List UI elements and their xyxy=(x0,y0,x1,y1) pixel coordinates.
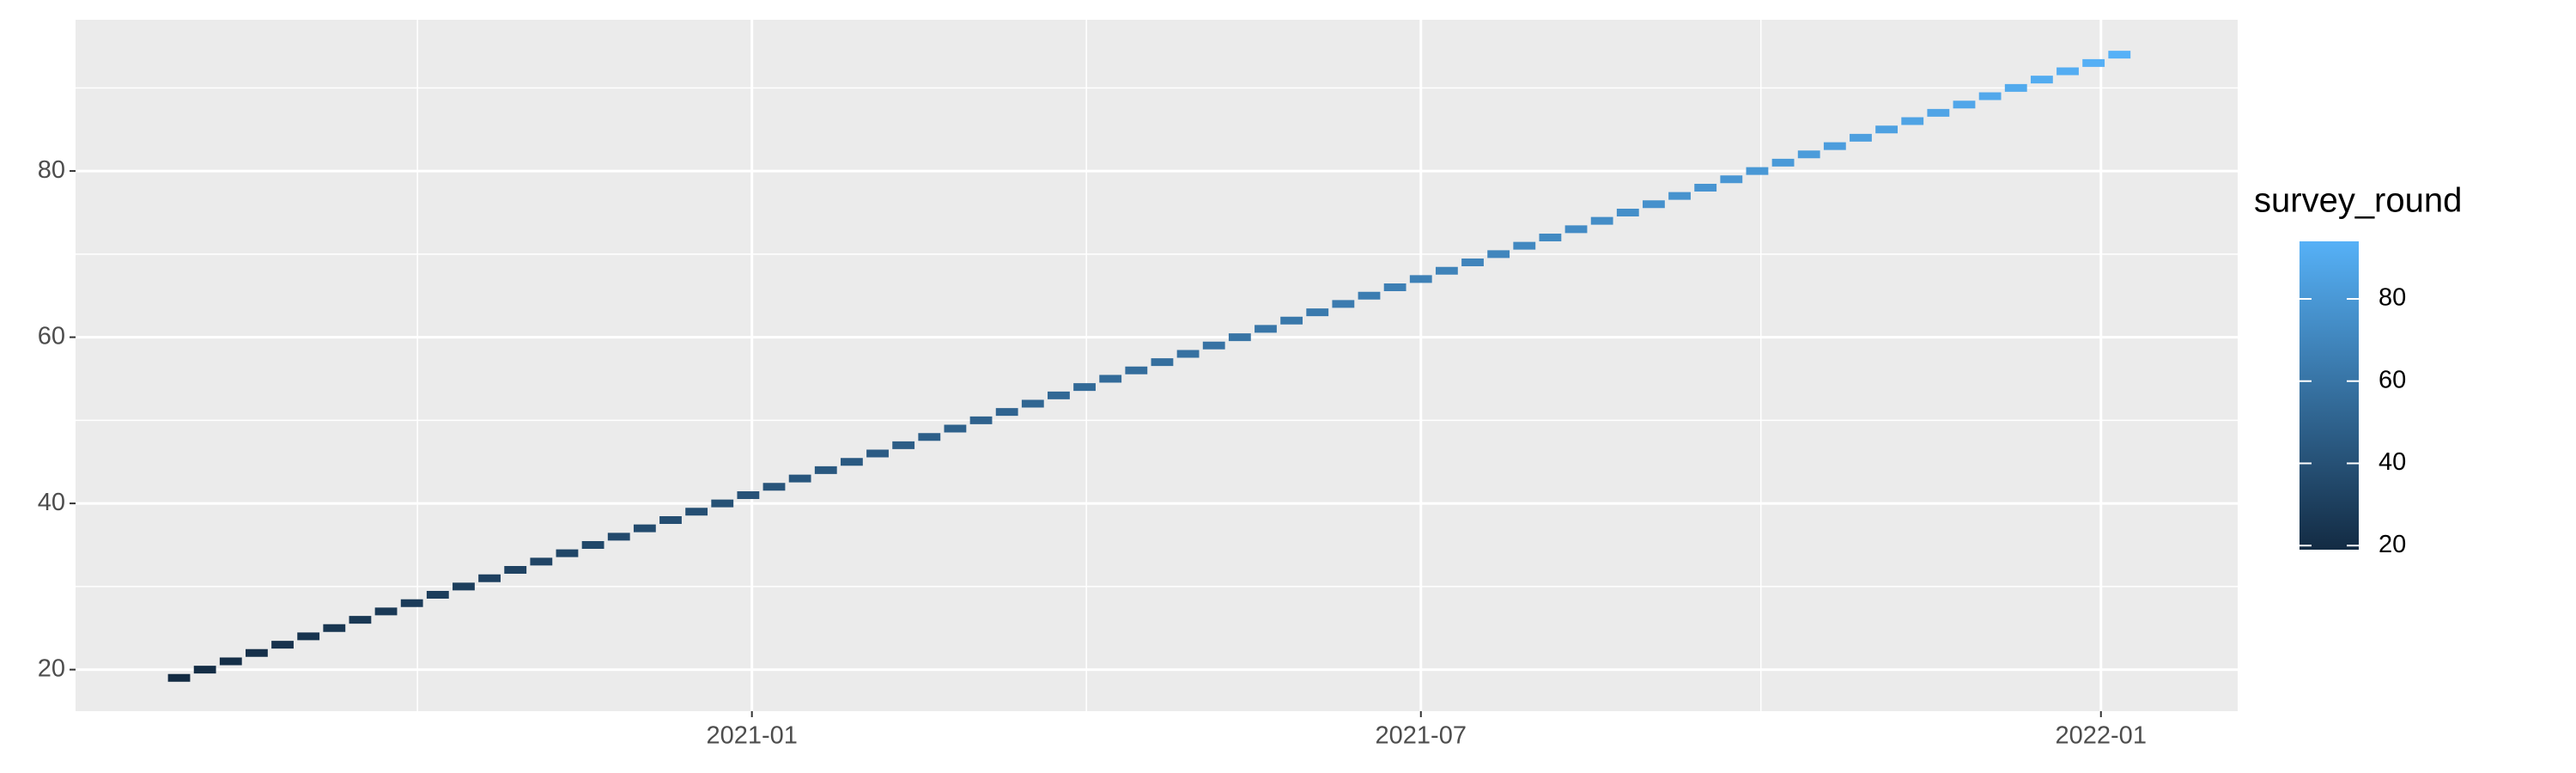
legend-tick-label: 20 xyxy=(2379,531,2406,558)
y-tick-label: 40 xyxy=(38,489,65,516)
legend-tick-label: 60 xyxy=(2379,366,2406,393)
legend-tick-label: 40 xyxy=(2379,448,2406,476)
legend: 20 40 60 80 xyxy=(2300,284,2406,558)
y-tick-label: 20 xyxy=(38,654,65,682)
colorbar xyxy=(2300,241,2359,550)
x-tick-label: 2022-01 xyxy=(2056,722,2147,750)
x-tick-label: 2021-07 xyxy=(1376,722,1467,750)
legend-tick-label: 80 xyxy=(2379,284,2406,312)
y-tick-label: 60 xyxy=(38,322,65,350)
legend-title: survey_round xyxy=(2254,182,2462,220)
x-tick-label: 2021-01 xyxy=(706,722,797,750)
y-tick-label: 80 xyxy=(38,156,65,184)
